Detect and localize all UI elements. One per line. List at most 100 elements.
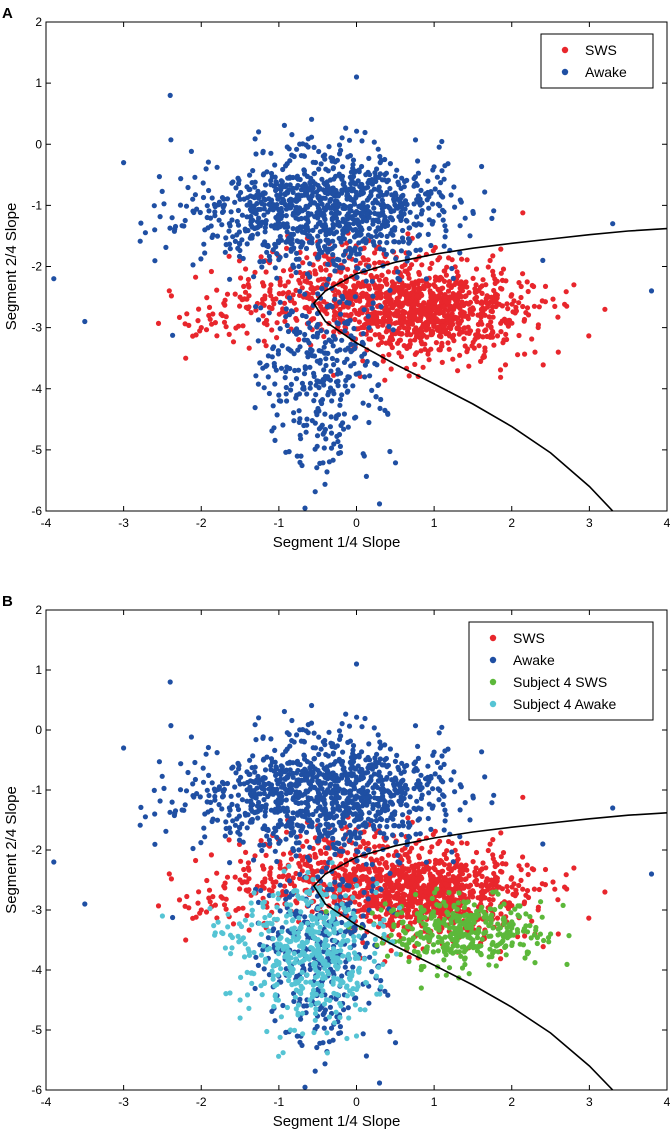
scatter-point [214, 915, 220, 921]
scatter-point [392, 331, 398, 337]
scatter-point [360, 400, 366, 406]
scatter-point [372, 210, 378, 216]
scatter-point [309, 235, 315, 241]
scatter-point [291, 300, 297, 306]
scatter-point [290, 212, 296, 218]
scatter-point [377, 823, 383, 829]
scatter-point [323, 356, 329, 362]
scatter-point [602, 306, 608, 312]
scatter-point [223, 906, 229, 912]
scatter-point [296, 823, 302, 829]
scatter-point [397, 277, 403, 283]
scatter-point [444, 264, 450, 270]
scatter-point [361, 840, 367, 847]
scatter-point [498, 911, 504, 917]
scatter-point [186, 905, 192, 911]
scatter-point [369, 762, 375, 768]
scatter-point [278, 776, 284, 782]
scatter-point [389, 862, 395, 868]
scatter-point [450, 356, 456, 362]
scatter-point [305, 354, 311, 360]
scatter-point [390, 832, 396, 838]
scatter-point [552, 303, 558, 309]
scatter-point [489, 800, 495, 806]
scatter-point [421, 883, 427, 889]
scatter-point [155, 903, 162, 909]
scatter-point [326, 144, 332, 150]
scatter-point [428, 877, 434, 883]
scatter-point [430, 786, 436, 792]
scatter-point [461, 336, 467, 342]
scatter-point [359, 191, 365, 197]
scatter-point [232, 874, 238, 880]
scatter-point [586, 333, 592, 339]
scatter-point [350, 383, 356, 389]
scatter-point [353, 257, 359, 263]
scatter-point [312, 214, 318, 220]
scatter-point [524, 862, 530, 868]
scatter-point [208, 852, 214, 858]
scatter-point [277, 838, 283, 844]
scatter-point [372, 360, 378, 367]
scatter-point [244, 184, 250, 190]
scatter-point [323, 362, 329, 369]
scatter-point [311, 171, 317, 177]
scatter-point [448, 317, 454, 323]
scatter-point [309, 316, 316, 322]
scatter-point [563, 289, 569, 295]
scatter-point [490, 852, 496, 858]
scatter-point [473, 849, 480, 856]
scatter-point [374, 802, 380, 808]
scatter-point [307, 280, 314, 286]
scatter-point [439, 276, 445, 282]
scatter-point [392, 190, 398, 196]
scatter-point [367, 336, 374, 342]
scatter-point [518, 867, 524, 873]
scatter-point [337, 299, 343, 305]
scatter-point [328, 196, 334, 202]
scatter-point [204, 787, 210, 793]
scatter-point [258, 838, 264, 844]
scatter-point [351, 360, 357, 367]
scatter-point [237, 886, 243, 892]
scatter-point [321, 350, 328, 356]
scatter-point [392, 173, 398, 179]
scatter-point [501, 337, 507, 343]
scatter-point [320, 431, 326, 437]
scatter-point [516, 332, 522, 339]
scatter-point [352, 219, 358, 225]
scatter-point [310, 227, 316, 233]
scatter-point [361, 307, 367, 313]
scatter-point [286, 878, 293, 884]
legend-marker [561, 46, 569, 54]
scatter-point [365, 847, 372, 853]
scatter-point [485, 877, 492, 883]
scatter-point [328, 430, 335, 436]
scatter-point [520, 271, 526, 277]
scatter-point [293, 376, 300, 382]
scatter-point [360, 210, 366, 216]
scatter-point [330, 809, 336, 815]
scatter-point [152, 227, 158, 233]
scatter-point [336, 728, 343, 734]
scatter-point [331, 391, 337, 397]
scatter-point [442, 293, 449, 299]
scatter-point [285, 873, 291, 879]
scatter-point [252, 405, 258, 411]
scatter-point [394, 320, 400, 326]
scatter-point [487, 334, 493, 340]
scatter-point [375, 310, 381, 316]
scatter-point [263, 852, 269, 859]
scatter-point [403, 802, 409, 808]
scatter-point [334, 348, 340, 354]
scatter-point [233, 770, 239, 776]
scatter-point [303, 245, 310, 252]
scatter-point [260, 825, 266, 832]
scatter-point [327, 385, 334, 391]
scatter-point [404, 201, 410, 207]
scatter-point [405, 866, 411, 872]
scatter-point [236, 253, 243, 259]
scatter-point [257, 360, 263, 366]
scatter-point [223, 896, 229, 902]
scatter-point [286, 731, 292, 738]
